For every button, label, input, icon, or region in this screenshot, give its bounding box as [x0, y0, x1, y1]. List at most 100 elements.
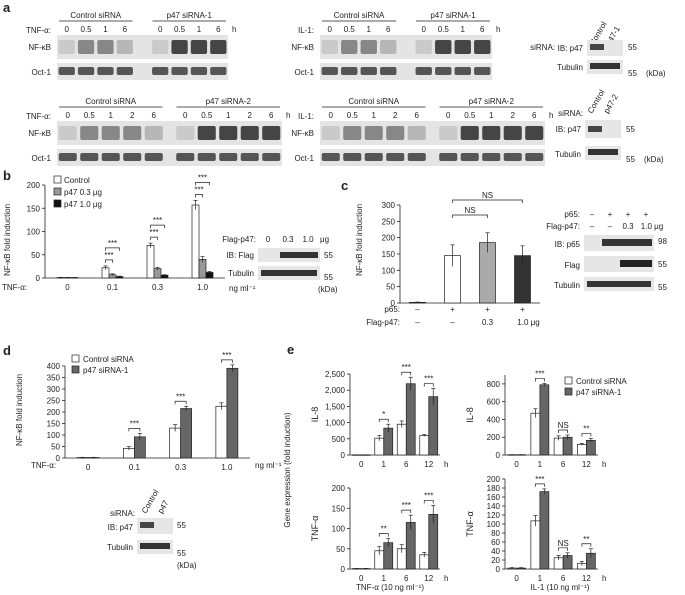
y-tick-label: 800 [487, 380, 501, 389]
y-tick-label: 100 [487, 520, 501, 529]
bar [405, 383, 416, 456]
y-tick-label: 150 [382, 250, 396, 259]
y-tick-label: 120 [487, 511, 501, 520]
panel-d-unit: ng ml⁻¹ [255, 461, 282, 470]
blot-time-label: 1 [197, 25, 202, 34]
blot-oct1-band [360, 67, 377, 75]
c-row1-value: + [520, 305, 525, 314]
panel-b-letter: b [3, 168, 11, 183]
legend-label: p47 1.0 μg [64, 200, 102, 209]
y-tick-label: 0 [496, 451, 501, 460]
blot-row2-label: Oct-1 [294, 68, 314, 77]
sig-bracket [105, 247, 120, 251]
sig-bracket [423, 383, 434, 387]
blot-time-label: 0.5 [84, 111, 96, 120]
sig-bracket [423, 500, 434, 504]
b-inset-m2: 55 [324, 273, 333, 282]
blot-nfkb-band [503, 126, 522, 140]
blot-nfkb-band [240, 126, 259, 140]
x-tick-label: 0.3 [152, 283, 164, 292]
bar [215, 405, 228, 459]
y-label: TNF-α [465, 511, 475, 537]
blot-group2-label: p47 siRNA-2 [206, 97, 252, 106]
blot-nfkb-band [386, 126, 405, 140]
y-tick-label: 0 [56, 454, 61, 463]
x-tick-label: 12 [424, 460, 433, 469]
c-inset-flag-value: – [590, 222, 595, 231]
x-tick-label: 6 [561, 574, 566, 583]
y-tick-label: 350 [47, 374, 61, 383]
x-tick-label: 0 [359, 574, 364, 583]
sig-label: *** [104, 251, 113, 260]
blot-nfkb-band [525, 126, 544, 140]
sig-label: *** [108, 239, 117, 248]
sig-bracket [105, 259, 113, 263]
blot-oct1-band [101, 153, 120, 161]
blot-oct1-band [439, 153, 458, 161]
blot-oct1-band [262, 153, 281, 161]
legend-label: Control siRNA [83, 355, 134, 364]
y-tick-label: 500 [332, 435, 346, 444]
y-label: TNF-α [310, 516, 320, 542]
sig-label: *** [402, 363, 411, 372]
blot-oct1-band [321, 153, 340, 161]
blot-treat-label: IL-1: [298, 26, 314, 35]
blot-a2: IL-1:Control siRNA p47 siRNA-10 0.5 1 6 0 0.5 1… [291, 11, 500, 80]
sig-bracket [195, 181, 210, 186]
x-tick-label: 6 [404, 574, 409, 583]
blot-oct1-band [460, 153, 479, 161]
blot-nfkb-band [176, 126, 195, 140]
y-tick-label: 250 [47, 397, 61, 406]
panel-e-xlabel-right: IL-1 (10 ng ml⁻¹) [531, 583, 590, 592]
y-tick-label: 50 [51, 443, 60, 452]
blot-time-label: 0.5 [344, 25, 356, 34]
blot-time-label: 0 [183, 111, 188, 120]
sig-bracket [378, 418, 389, 423]
sig-bracket [150, 236, 158, 241]
blot-nfkb-band [58, 40, 75, 54]
y-tick-label: 100 [332, 525, 346, 534]
x-unit: h [602, 460, 606, 469]
blot-time-label: 6 [532, 111, 537, 120]
panel-c-row2-label: Flag-p47: [366, 318, 400, 327]
blot-time-label: 0 [329, 111, 334, 120]
y-tick-label: 0 [36, 274, 41, 283]
blot-oct1-band [58, 67, 75, 75]
sig-label: *** [198, 173, 207, 182]
blot-time-label: 0 [158, 25, 163, 34]
c-inset-row1: IB: p65 [555, 240, 581, 249]
blot-nfkb-band [482, 126, 501, 140]
c-inset-m2: 55 [658, 260, 667, 269]
bar [146, 245, 155, 279]
d-inset-p47: p47 [156, 498, 171, 515]
legend-swatch [71, 354, 80, 363]
blot-unit-h: h [286, 111, 290, 120]
ib1-row2: Tubulin [557, 63, 583, 72]
legend-swatch [53, 175, 62, 184]
blot-oct1-band [341, 67, 358, 75]
blot-nfkb-band [101, 126, 120, 140]
panel-b-unit: ng ml⁻¹ [229, 284, 256, 293]
blot-nfkb-band [152, 40, 169, 54]
y-tick-label: 150 [47, 420, 61, 429]
y-tick-label: 200 [27, 181, 41, 190]
blot-nfkb-band [197, 126, 216, 140]
b-inset-dose-1: 0.3 [282, 235, 294, 244]
sig-bracket [150, 224, 165, 229]
y-tick-label: 0 [341, 451, 346, 460]
bar [577, 443, 587, 456]
bar [428, 396, 439, 456]
panel-c-row1-label: p65: [384, 305, 400, 314]
c-row2-value: 0.3 [482, 318, 494, 327]
blot-oct1-band [176, 153, 195, 161]
ib2-row1: IB: p47 [556, 125, 582, 134]
blot-oct1-band [144, 153, 163, 161]
x-unit: h [444, 574, 448, 583]
x-tick-label: 0 [65, 283, 70, 292]
c-inset-p65-band [602, 239, 652, 246]
blot-row2-label: Oct-1 [31, 154, 51, 163]
y-tick-label: 200 [382, 234, 396, 243]
y-label: IL-8 [310, 407, 320, 423]
x-tick-label: 1 [538, 574, 543, 583]
sig-label: NS [558, 421, 569, 430]
